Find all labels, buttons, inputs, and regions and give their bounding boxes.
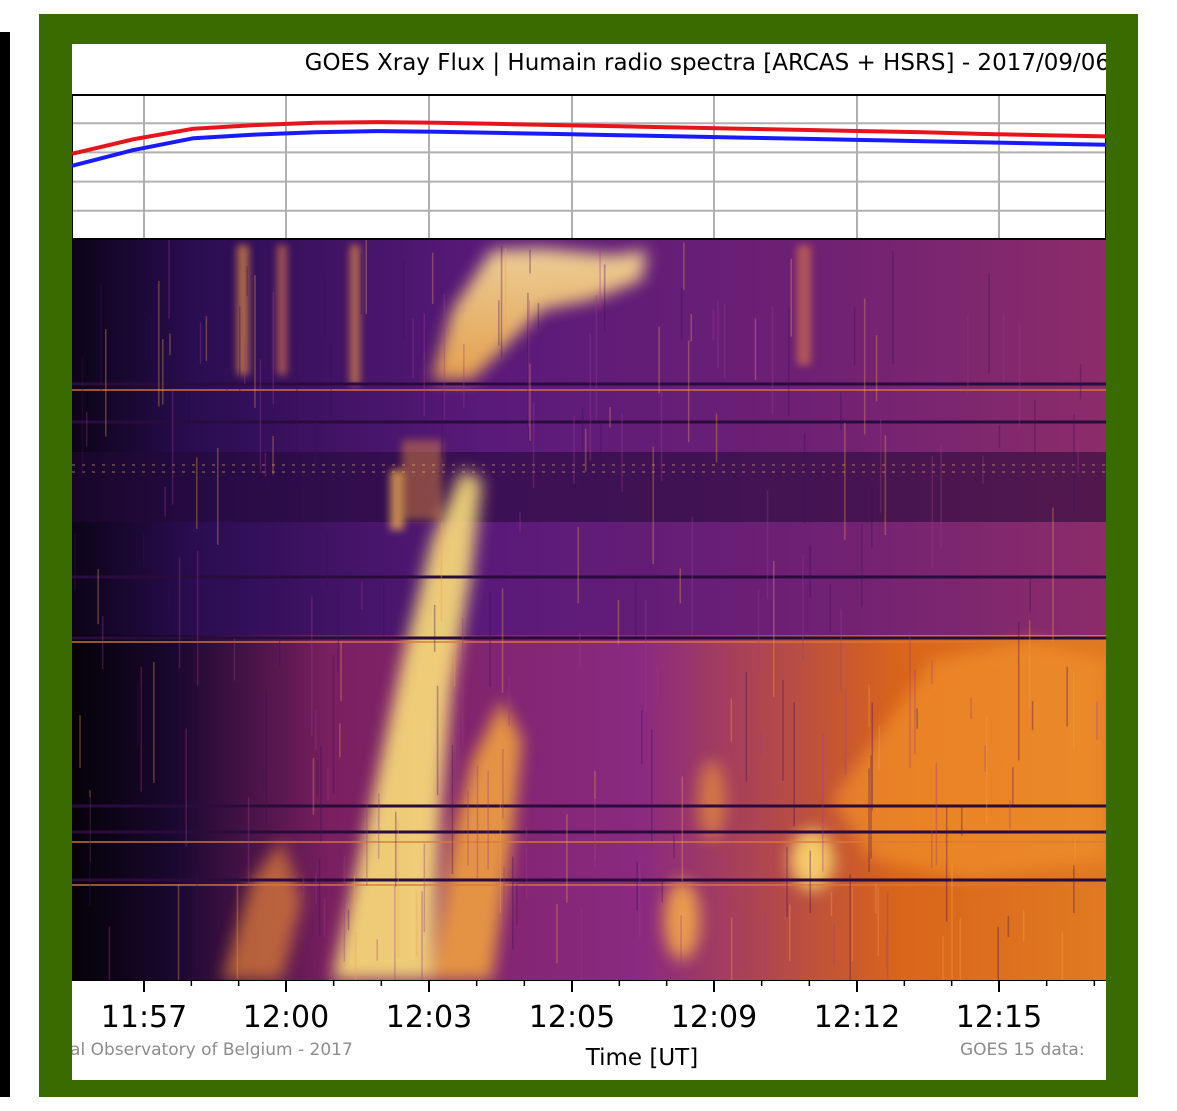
x-tick-label: 12:12 [813, 1000, 901, 1035]
xray-flux-plot [72, 94, 1106, 240]
left-edge-bar [0, 32, 10, 1097]
x-tick-label: 12:03 [385, 1000, 473, 1035]
xray-series-line-1 [72, 129, 1106, 168]
radio-spectrogram [72, 240, 1106, 980]
chart-title: GOES Xray Flux | Humain radio spectra [A… [304, 50, 1106, 76]
xray-series-line-0 [72, 120, 1106, 156]
credit-right: GOES 15 data: [960, 1040, 1085, 1060]
credit-left: yal Observatory of Belgium - 2017 [72, 1040, 353, 1060]
x-axis-ticks [72, 980, 1106, 992]
x-tick-label: 12:00 [242, 1000, 330, 1035]
x-tick-label: 12:05 [528, 1000, 616, 1035]
xray-axes-frame [72, 94, 1106, 240]
x-axis-label: Time [UT] [585, 1045, 699, 1071]
x-tick-label: 12:15 [955, 1000, 1043, 1035]
spectrogram-texture [74, 240, 1098, 980]
figure-panel: GOES Xray Flux | Humain radio spectra [A… [72, 44, 1106, 1080]
x-tick-label: 12:09 [670, 1000, 758, 1035]
x-tick-label: 11:57 [100, 1000, 188, 1035]
